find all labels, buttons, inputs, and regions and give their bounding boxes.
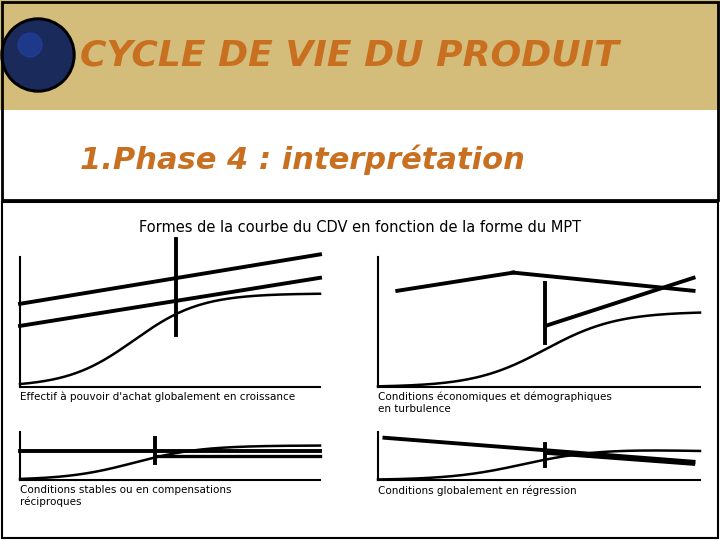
Text: Conditions stables ou en compensations
réciproques: Conditions stables ou en compensations r…: [20, 485, 232, 507]
Text: CYCLE DE VIE DU PRODUIT: CYCLE DE VIE DU PRODUIT: [80, 38, 618, 72]
Text: Formes de la courbe du CDV en fonction de la forme du MPT: Formes de la courbe du CDV en fonction d…: [139, 220, 581, 235]
Bar: [2, 2, 718, 200]
Text: Conditions économiques et démographiques
en turbulence: Conditions économiques et démographiques…: [378, 392, 612, 414]
Circle shape: [4, 21, 72, 89]
Text: 1.Phase 4 : interprétation: 1.Phase 4 : interprétation: [80, 145, 525, 176]
Text: Conditions globalement en régression: Conditions globalement en régression: [378, 485, 577, 496]
Bar: [2, 112, 718, 200]
Bar: [2, 202, 718, 538]
Circle shape: [18, 33, 42, 57]
Circle shape: [1, 18, 75, 92]
Bar: [0, 0, 720, 110]
Text: Effectif à pouvoir d'achat globalement en croissance: Effectif à pouvoir d'achat globalement e…: [20, 392, 295, 402]
